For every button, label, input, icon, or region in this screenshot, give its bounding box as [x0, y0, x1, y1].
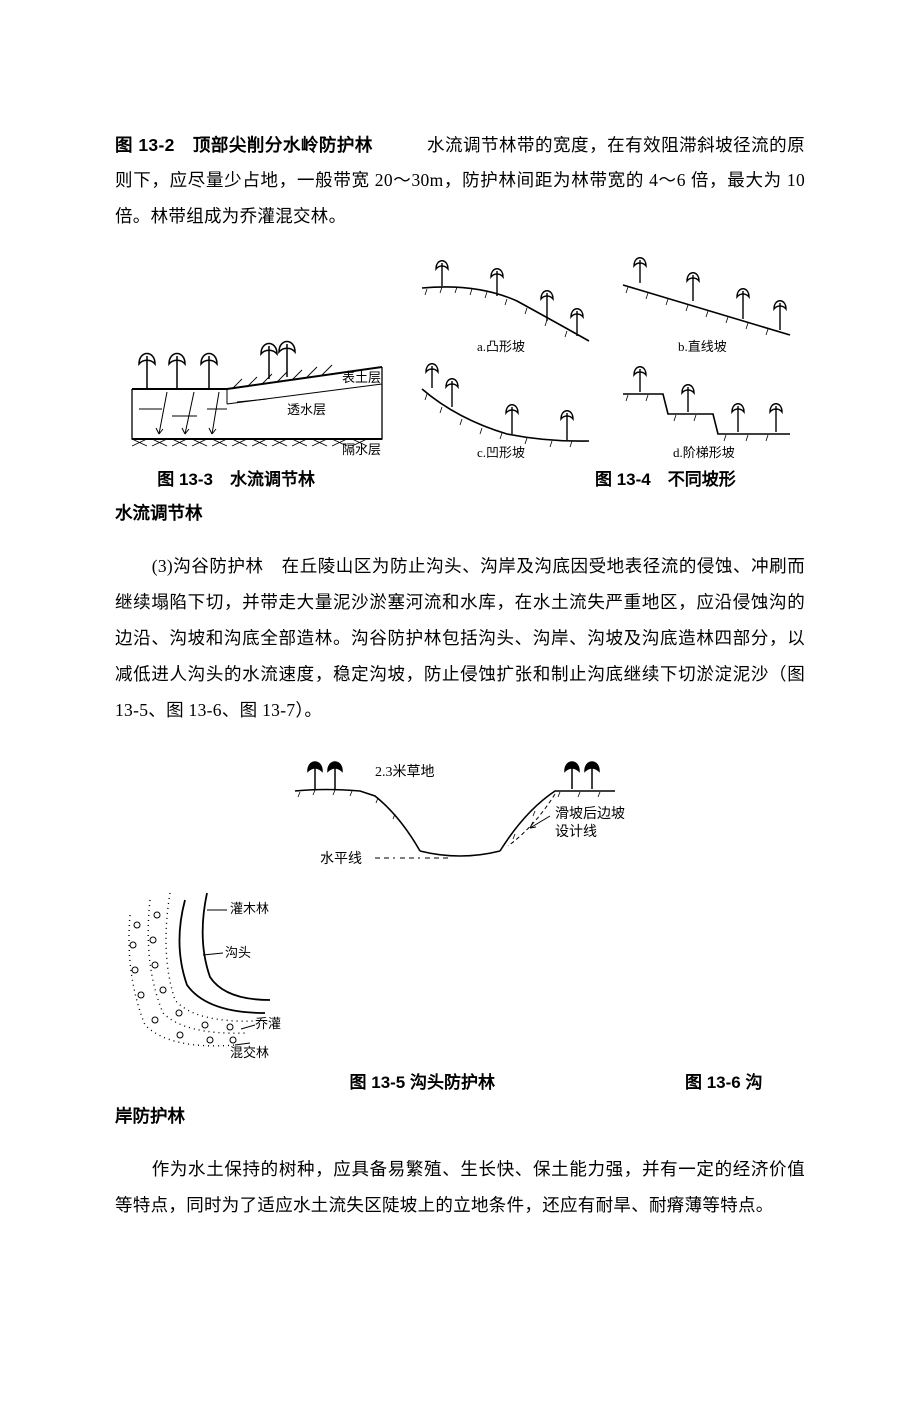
label-layer2: 透水层: [287, 402, 326, 417]
caption-13-5: 图 13-5 沟头防护林: [115, 1068, 495, 1093]
label-slope-a: a.凸形坡: [477, 339, 525, 353]
paragraph-2: (3)沟谷防护林 在丘陵山区为防止沟头、沟岸及沟底因受地表径流的侵蚀、冲刷而继续…: [115, 549, 805, 728]
slope-convex: a.凸形坡: [417, 253, 592, 353]
document-page: 图 13-2 顶部尖削分水岭防护林 水流调节林带的宽度，在有效阻滞斜坡径流的原则…: [0, 0, 920, 1416]
label-design-line: 设计线: [555, 824, 597, 840]
label-layer3: 隔水层: [342, 442, 381, 457]
caption-row-135-136: 图 13-5 沟头防护林 图 13-6 沟: [115, 1068, 805, 1093]
paragraph-1: 图 13-2 顶部尖削分水岭防护林 水流调节林带的宽度，在有效阻滞斜坡径流的原则…: [115, 128, 805, 236]
caption-13-3: 图 13-3 水流调节林: [115, 465, 315, 490]
label-mixed: 混交林: [230, 1045, 269, 1060]
figure-13-3: 表土层 透水层 隔水层: [127, 254, 387, 459]
figure-row-133-134: 表土层 透水层 隔水层: [115, 253, 805, 459]
slope-straight: b.直线坡: [618, 253, 793, 353]
label-shrub: 灌木林: [230, 901, 269, 916]
caption-row-133-134: 图 13-3 水流调节林 图 13-4 不同坡形: [115, 465, 805, 490]
label-grass: 2.3米草地: [375, 764, 435, 780]
paragraph-3: 作为水土保持的树种，应具备易繁殖、生长快、保土能力强，并有一定的经济价值等特点，…: [115, 1152, 805, 1224]
label-tree: 乔灌: [255, 1016, 281, 1031]
fig-ref-13-2: 图 13-2 顶部尖削分水岭防护林: [115, 135, 373, 155]
label-slope-back: 滑坡后边坡: [555, 805, 625, 822]
figure-13-4: a.凸形坡: [417, 253, 793, 459]
figure-13-6-wrapper: 灌木林 沟头 乔灌 混交林: [115, 885, 805, 1060]
label-layer1: 表土层: [342, 370, 381, 385]
label-gully: 沟头: [225, 945, 251, 960]
figure-13-5-wrapper: 2.3米草地 滑坡后边坡 设计线 水平线: [115, 746, 805, 881]
slope-terrace: d.阶梯形坡: [618, 359, 793, 459]
section-title-bank-forest: 岸防护林: [115, 1099, 805, 1135]
figure-13-6: 灌木林 沟头 乔灌 混交林: [115, 885, 315, 1060]
section-title-water-forest: 水流调节林: [115, 496, 805, 532]
label-slope-b: b.直线坡: [678, 339, 727, 353]
label-water-line: 水平线: [320, 851, 362, 867]
caption-13-4: 图 13-4 不同坡形: [595, 465, 805, 490]
label-slope-c: c.凹形坡: [477, 445, 525, 459]
caption-13-6: 图 13-6 沟: [685, 1068, 805, 1093]
slope-concave: c.凹形坡: [417, 359, 592, 459]
label-slope-d: d.阶梯形坡: [673, 445, 735, 459]
figure-13-5: 2.3米草地 滑坡后边坡 设计线 水平线: [280, 746, 640, 881]
